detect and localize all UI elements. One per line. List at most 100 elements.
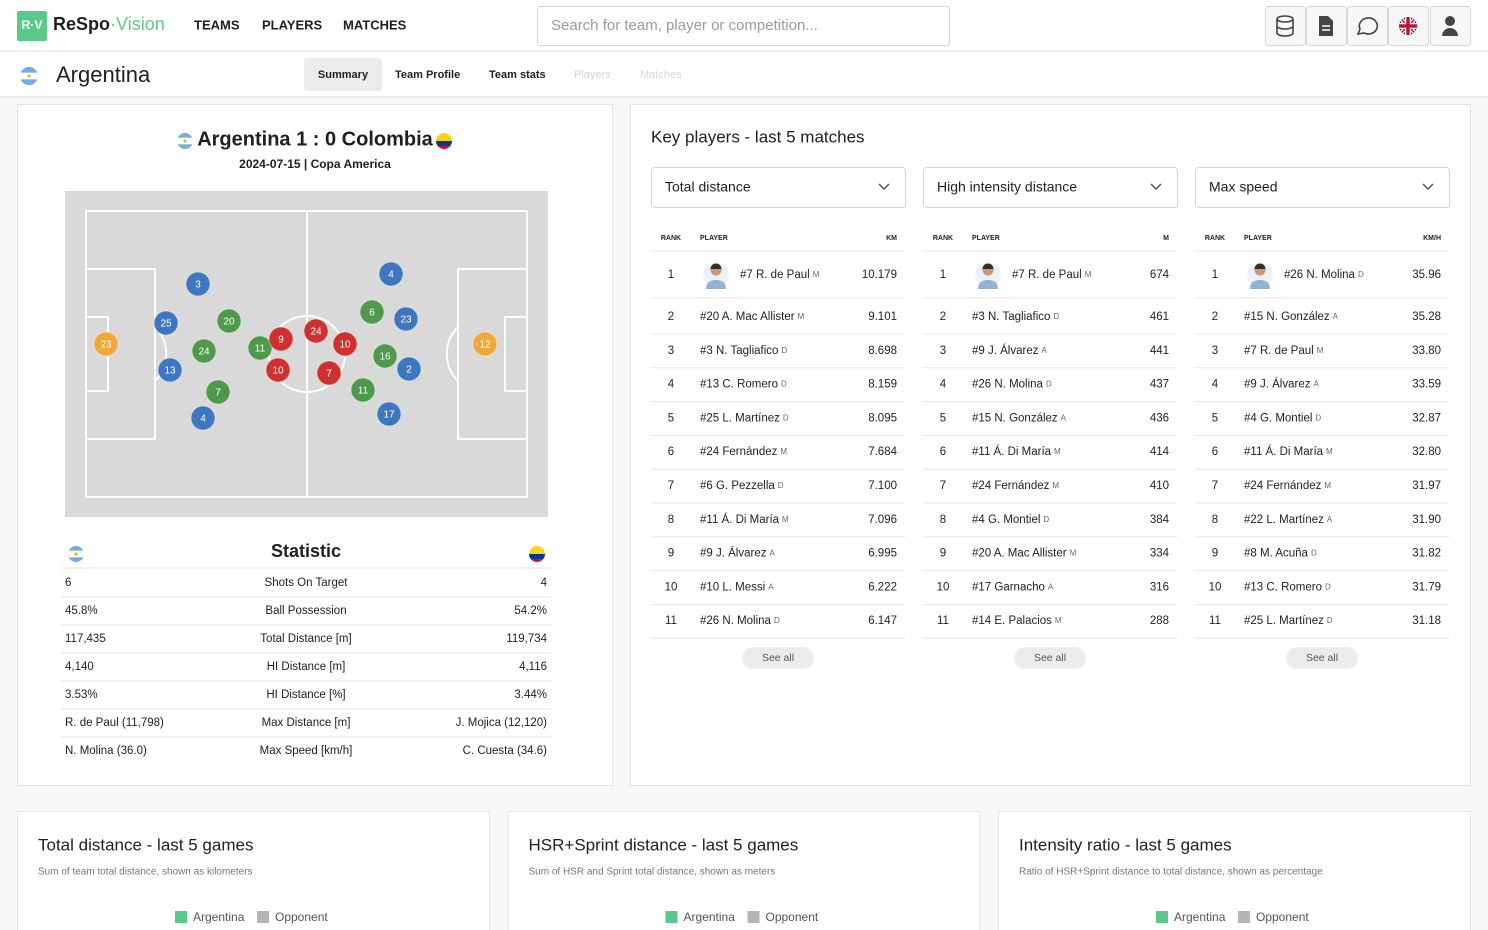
player-name: #26 N. Molina D <box>972 379 1052 391</box>
pitch <box>65 191 548 517</box>
player-name-text: #9 J. Álvarez <box>1244 378 1311 391</box>
player-number: 2 <box>406 365 412 376</box>
nav-item[interactable]: TEAMS <box>194 17 240 32</box>
tab[interactable]: Team Profile <box>395 69 460 81</box>
tab: Players <box>574 69 611 81</box>
player-marker[interactable] <box>265 357 291 383</box>
player-marker[interactable] <box>153 310 179 336</box>
metric-dropdown[interactable] <box>651 167 906 208</box>
metric-dropdown[interactable] <box>1195 167 1450 208</box>
nav-item[interactable]: PLAYERS <box>262 17 323 32</box>
player-marker[interactable] <box>247 335 273 361</box>
rank: 4 <box>940 379 947 391</box>
see-all-button[interactable] <box>742 647 814 669</box>
player-marker[interactable] <box>472 331 498 357</box>
player-marker[interactable] <box>191 338 217 364</box>
player-position: A <box>1041 346 1047 355</box>
brand[interactable]: ReSpo·Vision <box>53 14 165 34</box>
player-marker[interactable] <box>185 271 211 297</box>
tab[interactable]: Team stats <box>489 69 546 81</box>
player-marker[interactable] <box>396 356 422 382</box>
player-marker[interactable] <box>157 357 183 383</box>
player-position: D <box>781 380 787 389</box>
stat-home: 45.8% <box>65 605 98 617</box>
player-marker[interactable] <box>332 331 358 357</box>
player-name-text: #25 L. Martínez <box>700 412 780 424</box>
trend-card <box>507 811 981 930</box>
metric-dropdown[interactable] <box>923 167 1178 208</box>
player-marker[interactable] <box>316 360 342 386</box>
see-all-text: See all <box>762 652 794 664</box>
metric-value: 441 <box>1150 345 1169 357</box>
trend-title: Total distance - last 5 games <box>38 835 253 854</box>
player-marker[interactable] <box>350 377 376 403</box>
player-name-text: #26 N. Molina <box>972 379 1044 391</box>
player-position: D <box>781 346 787 355</box>
player-number: 7 <box>326 369 332 380</box>
rank: 8 <box>668 514 674 526</box>
player-name-text: #11 Á. Di María <box>1244 445 1324 458</box>
toolbar-button[interactable] <box>1388 6 1429 46</box>
player-name-text: #17 Garnacho <box>972 581 1045 593</box>
metric-value: 32.80 <box>1412 446 1441 458</box>
player-marker[interactable] <box>393 306 419 332</box>
toolbar-button[interactable] <box>1265 6 1306 46</box>
rank: 5 <box>668 412 674 424</box>
stat-label: Shots On Target <box>265 577 349 589</box>
player-marker[interactable] <box>190 405 216 431</box>
player-marker[interactable] <box>216 308 242 334</box>
see-all-button[interactable] <box>1286 647 1358 669</box>
player-position: A <box>1313 380 1319 389</box>
player-name: #15 N. González A <box>1244 311 1339 323</box>
rank: 8 <box>940 514 946 526</box>
player-position: M <box>1055 616 1062 625</box>
player-markers: 3 25 13 4 20 24 7 11 9 10 24 10 7 6 16 11 4 23 2 17 23 12 <box>93 261 498 431</box>
player-name: #9 J. Álvarez A <box>700 547 775 560</box>
player-position: D <box>1311 549 1317 558</box>
legend-label: Argentina <box>193 910 245 924</box>
metric-value: 7.100 <box>868 480 897 492</box>
nav-item[interactable]: MATCHES <box>343 17 407 32</box>
stat-label: Total Distance [m] <box>260 633 351 645</box>
player-number: 13 <box>164 366 176 377</box>
player-marker[interactable] <box>372 343 398 369</box>
tab-active-bg[interactable] <box>304 58 382 91</box>
logo-icon[interactable] <box>17 11 47 41</box>
toolbar-button[interactable] <box>1430 6 1471 46</box>
player-marker[interactable] <box>376 401 402 427</box>
player-marker[interactable] <box>303 318 329 344</box>
toolbar-button[interactable] <box>1347 6 1388 46</box>
player-marker[interactable] <box>378 261 404 287</box>
toolbar-button[interactable] <box>1306 6 1347 46</box>
stat-home: R. de Paul (11,798) <box>65 717 164 729</box>
player-position: M <box>1052 481 1059 490</box>
player-marker[interactable] <box>268 326 294 352</box>
player-marker[interactable] <box>93 331 119 357</box>
col-header: KM/H <box>1423 235 1441 242</box>
player-name: #20 A. Mac Allister M <box>972 548 1077 560</box>
player-name: #26 N. Molina D <box>1284 269 1364 281</box>
icon <box>1445 16 1455 26</box>
tab[interactable]: Summary <box>318 69 369 81</box>
player-marker[interactable] <box>205 379 231 405</box>
player-name: #3 N. Tagliafico D <box>972 311 1059 323</box>
metric-value: 410 <box>1150 480 1169 492</box>
see-all-button[interactable] <box>1014 647 1086 669</box>
player-name: #10 L. Messi A <box>700 581 774 593</box>
legend-label: Argentina <box>684 910 736 924</box>
metric-dropdown-text: Total distance <box>665 179 751 195</box>
stat-label: HI Distance [m] <box>267 661 346 673</box>
player-name: #26 N. Molina D <box>700 615 780 627</box>
rank: 11 <box>937 615 949 627</box>
player-position: A <box>1327 515 1333 524</box>
metric-value: 316 <box>1150 581 1169 593</box>
search-box[interactable] <box>537 6 950 46</box>
rank: 4 <box>1212 379 1219 391</box>
brand-suffix: ·Vision <box>110 14 165 34</box>
player-number: 23 <box>100 340 112 351</box>
player-marker[interactable] <box>359 299 385 325</box>
rank: 7 <box>940 480 946 492</box>
legend-label: Opponent <box>1256 910 1309 924</box>
player-number: 24 <box>198 347 210 358</box>
